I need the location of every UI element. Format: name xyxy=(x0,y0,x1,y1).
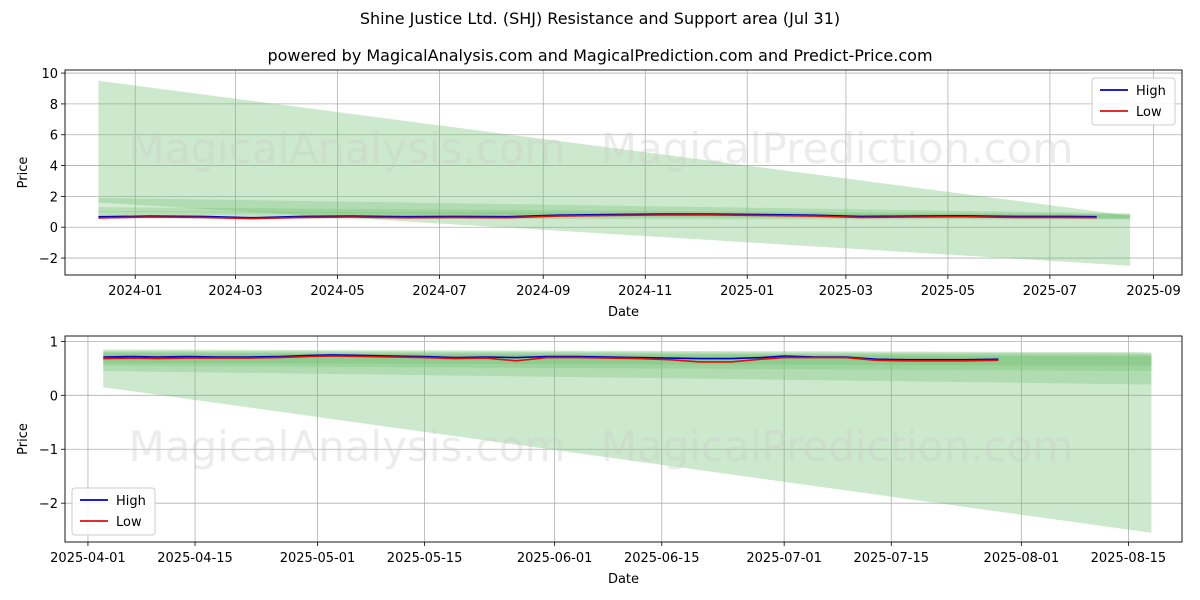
watermark-text: MagicalPrediction.com xyxy=(601,422,1074,471)
y-tick-label: −2 xyxy=(39,252,58,267)
legend-label-high: High xyxy=(1136,84,1166,99)
x-tick-label: 2024-05 xyxy=(310,284,364,299)
series-line-low xyxy=(103,355,999,363)
legend-label-high: High xyxy=(116,494,146,509)
y-axis-label: Price xyxy=(16,423,31,455)
x-tick-label: 2024-03 xyxy=(208,284,262,299)
y-tick-label: 2 xyxy=(50,190,58,205)
legend-label-low: Low xyxy=(1136,105,1162,120)
y-tick-label: 0 xyxy=(50,389,58,404)
plot-frame xyxy=(64,69,1183,276)
y-tick-label: −2 xyxy=(39,497,58,512)
y-axis-label: Price xyxy=(16,157,31,189)
x-tick-label: 2024-11 xyxy=(618,284,672,299)
y-tick-label: 1 xyxy=(50,335,58,350)
x-tick-label: 2025-06-15 xyxy=(624,551,700,566)
x-axis-label: Date xyxy=(608,305,639,320)
x-tick-label: 2025-03 xyxy=(819,284,873,299)
x-tick-label: 2025-08-15 xyxy=(1091,551,1167,566)
x-tick-label: 2025-05-15 xyxy=(387,551,463,566)
chart-title: Shine Justice Ltd. (SHJ) Resistance and … xyxy=(359,9,841,28)
x-axis-label: Date xyxy=(608,572,639,587)
x-tick-label: 2025-07 xyxy=(1023,284,1077,299)
x-tick-label: 2025-07-01 xyxy=(746,551,822,566)
x-tick-label: 2025-06-01 xyxy=(517,551,593,566)
x-tick-label: 2025-01 xyxy=(720,284,774,299)
x-tick-label: 2024-01 xyxy=(108,284,162,299)
y-tick-label: 10 xyxy=(41,67,58,82)
y-tick-label: 0 xyxy=(50,221,58,236)
x-tick-label: 2025-04-01 xyxy=(50,551,126,566)
x-tick-label: 2024-09 xyxy=(516,284,570,299)
x-tick-label: 2025-08-01 xyxy=(984,551,1060,566)
series-line-high xyxy=(98,213,1097,219)
y-tick-label: −1 xyxy=(39,443,58,458)
plot-frame xyxy=(64,335,1183,543)
series-line-low xyxy=(98,214,1097,220)
watermark-text: MagicalAnalysis.com xyxy=(129,422,566,471)
legend-label-low: Low xyxy=(116,515,142,530)
support-resistance-band xyxy=(103,349,1152,533)
x-tick-label: 2025-09 xyxy=(1126,284,1180,299)
watermark-text: MagicalAnalysis.com xyxy=(129,274,566,323)
y-tick-label: 6 xyxy=(50,129,58,144)
x-tick-label: 2025-05 xyxy=(921,284,975,299)
x-tick-label: 2025-05-01 xyxy=(280,551,356,566)
x-tick-label: 2025-04-15 xyxy=(157,551,233,566)
watermark-text: MagicalPrediction.com xyxy=(601,124,1074,173)
x-tick-label: 2025-07-15 xyxy=(853,551,929,566)
y-tick-label: 4 xyxy=(50,160,58,175)
watermark-text: MagicalPrediction.com xyxy=(601,274,1074,323)
watermark-text: MagicalAnalysis.com xyxy=(129,124,566,173)
support-resistance-band xyxy=(98,80,1131,266)
x-tick-label: 2024-07 xyxy=(412,284,466,299)
chart-subtitle: powered by MagicalAnalysis.com and Magic… xyxy=(267,46,933,65)
y-tick-label: 8 xyxy=(50,98,58,113)
support-resistance-band xyxy=(98,197,1131,218)
